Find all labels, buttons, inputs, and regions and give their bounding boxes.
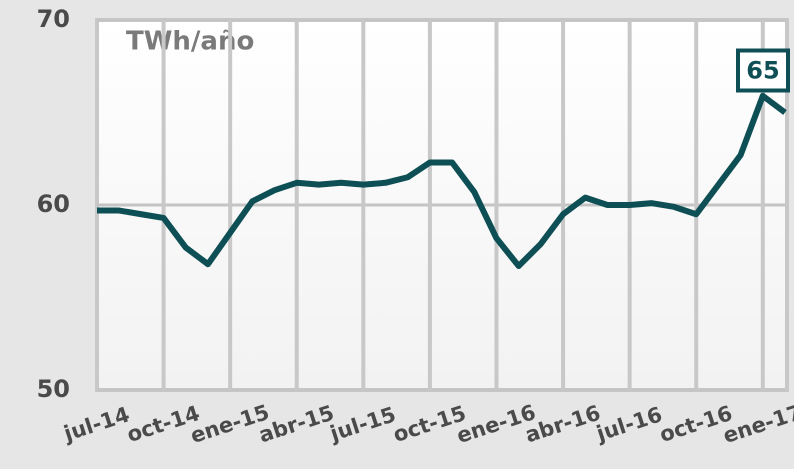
line xyxy=(97,92,787,270)
y-tick-label: 60 xyxy=(37,190,70,218)
value-label: 65 xyxy=(746,57,779,85)
y-tick-label: 50 xyxy=(37,375,70,403)
value-label-box xyxy=(736,48,790,93)
unit-label: TWh/año xyxy=(126,27,254,57)
y-tick-label: 70 xyxy=(37,5,70,33)
